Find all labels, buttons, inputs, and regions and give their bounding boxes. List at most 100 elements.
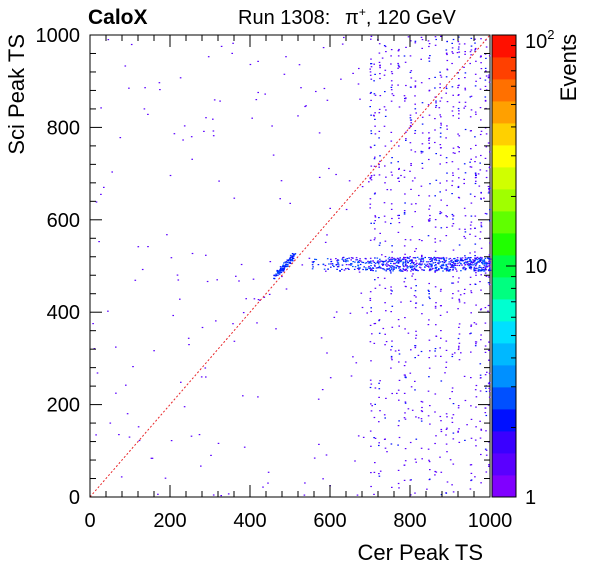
heatmap-cell [470, 437, 473, 439]
heatmap-cell [440, 264, 443, 266]
heatmap-cell [370, 222, 372, 224]
heatmap-cell [297, 115, 299, 117]
heatmap-cell [125, 384, 127, 386]
heatmap-cell [443, 262, 446, 264]
heatmap-cell [470, 332, 472, 334]
heatmap-cell [452, 174, 454, 176]
heatmap-cell [383, 106, 386, 108]
heatmap-cell [475, 341, 478, 343]
heatmap-cell [396, 261, 398, 263]
heatmap-cell [489, 151, 491, 153]
heatmap-cell [428, 459, 430, 461]
heatmap-cell [482, 267, 485, 269]
heatmap-cell [373, 63, 375, 65]
heatmap-cell [395, 265, 398, 267]
heatmap-cell [429, 205, 431, 207]
heatmap-cell [370, 360, 372, 362]
heatmap-cell [390, 131, 393, 133]
heatmap-cell [445, 366, 447, 368]
heatmap-cell [420, 418, 423, 420]
heatmap-cell [489, 187, 491, 189]
heatmap-cell [449, 398, 451, 400]
heatmap-cell [357, 262, 359, 264]
heatmap-cell [415, 266, 417, 268]
heatmap-cell [479, 266, 482, 268]
heatmap-cell [484, 257, 487, 259]
heatmap-cell [428, 142, 430, 144]
heatmap-cell [394, 258, 397, 260]
heatmap-cell [452, 267, 455, 269]
heatmap-cell [420, 350, 423, 353]
heatmap-cell [474, 268, 476, 270]
heatmap-cell [408, 260, 411, 262]
heatmap-cell [440, 227, 443, 229]
heatmap-cell [456, 52, 459, 54]
heatmap-cell [370, 176, 373, 178]
heatmap-cell [415, 330, 417, 332]
heatmap-cell [350, 259, 352, 261]
heatmap-cell [456, 259, 459, 262]
heatmap-cell [330, 261, 332, 263]
heatmap-cell [318, 443, 320, 445]
heatmap-cell [469, 224, 472, 226]
heatmap-cell [435, 259, 437, 261]
heatmap-cell [485, 133, 488, 135]
heatmap-cell [358, 67, 360, 70]
heatmap-cell [405, 97, 407, 99]
heatmap-cell [409, 479, 412, 481]
heatmap-cell [147, 246, 149, 248]
heatmap-cell [410, 270, 412, 272]
heatmap-cell [474, 257, 477, 259]
heatmap-cell [369, 297, 372, 300]
heatmap-cell [277, 270, 279, 272]
heatmap-cell [403, 55, 406, 57]
heatmap-cell [447, 270, 450, 272]
heatmap-cell [392, 265, 394, 267]
heatmap-cell [486, 371, 488, 373]
heatmap-cell [474, 476, 476, 478]
heatmap-cell [419, 262, 421, 264]
heatmap-cell [470, 324, 473, 326]
heatmap-cell [128, 436, 131, 438]
heatmap-cell [365, 269, 367, 271]
heatmap-cell [485, 263, 487, 265]
heatmap-cell [345, 264, 348, 266]
heatmap-cell [428, 270, 431, 272]
heatmap-cell [384, 45, 387, 48]
heatmap-cell [485, 275, 488, 277]
heatmap-cell [482, 270, 485, 272]
heatmap-cell [442, 270, 444, 272]
heatmap-cell [95, 201, 98, 203]
heatmap-cell [188, 344, 190, 346]
heatmap-cell [469, 116, 472, 118]
heatmap-cell [400, 259, 402, 262]
y-axis-label: Sci Peak TS [4, 34, 29, 155]
heatmap-cell [395, 267, 397, 269]
heatmap-cell [480, 130, 483, 132]
heatmap-cell [463, 182, 465, 185]
heatmap-cell [396, 265, 399, 267]
heatmap-cell [409, 86, 412, 88]
heatmap-cell [434, 44, 437, 46]
heatmap-cell [445, 235, 448, 237]
heatmap-cell [383, 45, 386, 47]
heatmap-cell [432, 262, 435, 264]
heatmap-cell [397, 319, 400, 321]
heatmap-cell [463, 163, 466, 165]
heatmap-cell [369, 239, 372, 241]
heatmap-cell [350, 264, 352, 266]
heatmap-cell [469, 283, 472, 286]
heatmap-cell [227, 493, 230, 495]
heatmap-cell [487, 257, 489, 259]
heatmap-cell [427, 324, 430, 326]
heatmap-cell [421, 401, 424, 403]
heatmap-cell [418, 263, 420, 265]
heatmap-cell [470, 325, 472, 327]
heatmap-cell [405, 138, 407, 140]
heatmap-cell [264, 93, 266, 95]
heatmap-cell [445, 413, 448, 415]
heatmap-cell [373, 342, 376, 344]
heatmap-cell [371, 333, 373, 335]
heatmap-cell [251, 117, 253, 119]
heatmap-cell [402, 263, 404, 265]
